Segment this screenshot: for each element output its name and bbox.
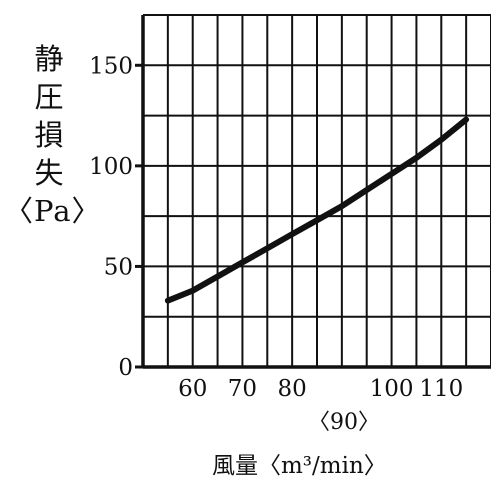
y-tick-label: 100 <box>89 154 133 180</box>
series-line <box>164 116 470 304</box>
x-tick-label: 60 <box>178 376 207 402</box>
x-axis-label: 風量〈m³/min〉 <box>212 453 387 479</box>
x-tick-label-90: 〈90〉 <box>308 410 380 435</box>
y-tick-labels: 0 50 100 150 <box>89 53 143 381</box>
grid-lines <box>142 14 491 368</box>
y-tick-label: 0 <box>118 355 133 381</box>
axes <box>141 15 491 369</box>
y-tick-label: 150 <box>89 53 133 79</box>
y-tick-label: 50 <box>104 254 133 280</box>
y-axis-unit: 〈Pa〉 <box>4 194 102 228</box>
y-axis-label-char: 静 <box>34 42 64 76</box>
y-axis-label-char: 圧 <box>34 80 64 114</box>
x-tick-label: 110 <box>419 376 463 402</box>
y-axis-label-char: 損 <box>34 118 64 152</box>
x-tick-label: 70 <box>228 376 257 402</box>
x-tick-labels: 60 70 80 100 110 <box>178 376 463 402</box>
y-axis-label-char: 失 <box>34 156 64 190</box>
y-axis-label: 静 圧 損 失 〈Pa〉 <box>4 40 102 230</box>
x-tick-label: 80 <box>278 376 307 402</box>
x-tick-label: 100 <box>370 376 414 402</box>
data-series <box>164 116 470 304</box>
